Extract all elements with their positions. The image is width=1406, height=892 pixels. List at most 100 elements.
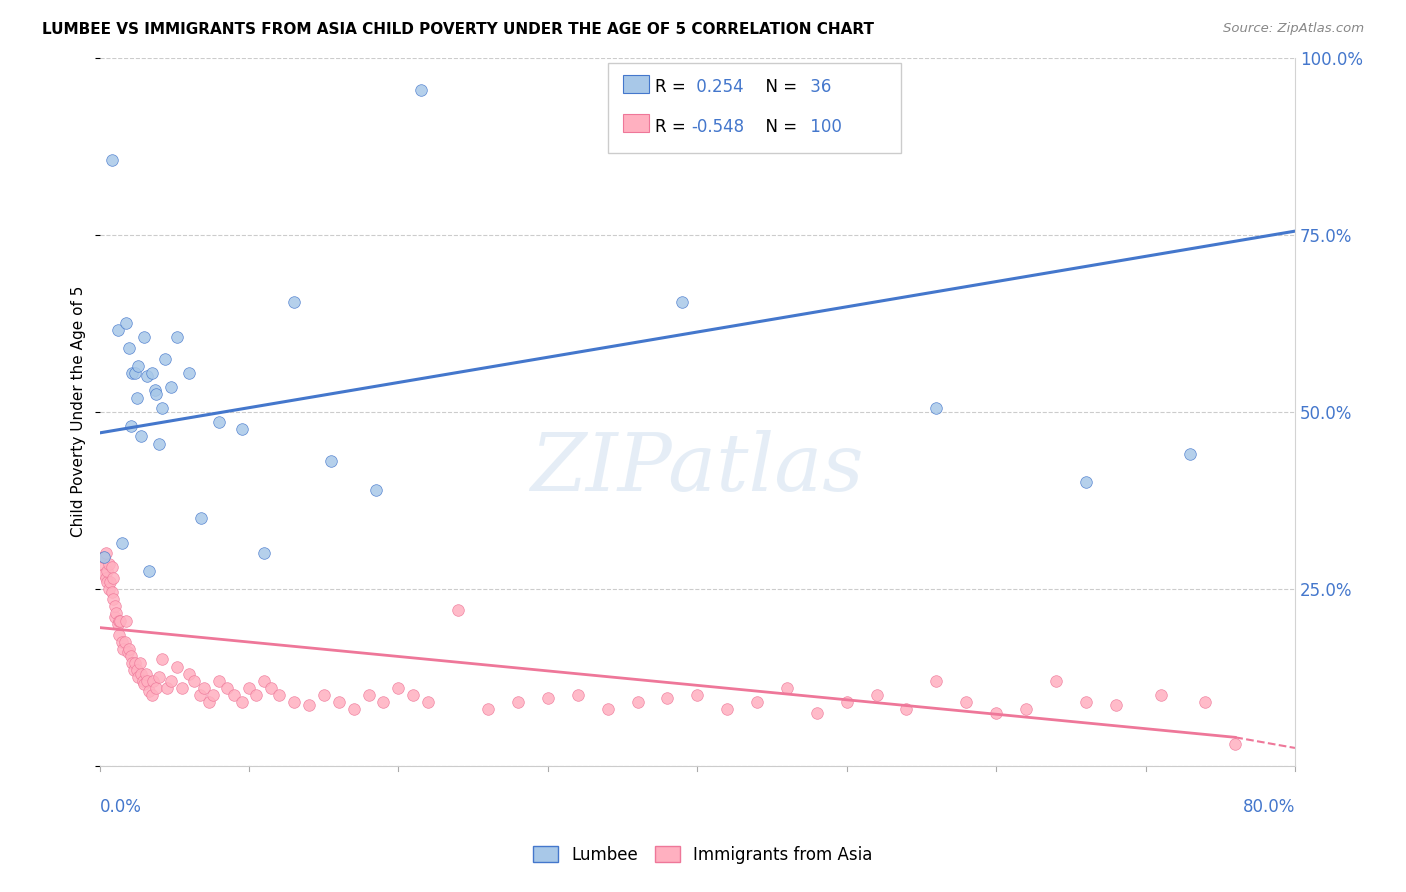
Point — [127, 670, 149, 684]
Point — [145, 681, 167, 695]
Point — [142, 673, 165, 688]
Point — [955, 695, 977, 709]
Point — [387, 681, 409, 695]
Point — [125, 391, 148, 405]
Point — [138, 684, 160, 698]
Point — [114, 634, 136, 648]
Point — [1194, 695, 1216, 709]
Point — [125, 663, 148, 677]
Point — [1074, 695, 1097, 709]
Point — [120, 648, 142, 663]
Point — [111, 634, 134, 648]
Point — [105, 607, 128, 621]
Point — [100, 585, 122, 599]
Text: 100: 100 — [804, 118, 842, 136]
Point — [776, 681, 799, 695]
Point — [865, 688, 887, 702]
Point — [253, 546, 276, 560]
Point — [357, 688, 380, 702]
Point — [136, 673, 159, 688]
Point — [148, 670, 170, 684]
Point — [91, 549, 114, 564]
Point — [166, 659, 188, 673]
Point — [231, 422, 253, 436]
Point — [145, 387, 167, 401]
Point — [166, 330, 188, 344]
Point — [98, 574, 121, 589]
Point — [143, 384, 166, 398]
Point — [925, 673, 948, 688]
Point — [1015, 702, 1038, 716]
Point — [835, 695, 858, 709]
Point — [298, 698, 321, 713]
Point — [190, 511, 212, 525]
Point — [100, 153, 122, 168]
Text: N =: N = — [755, 78, 801, 95]
Point — [208, 673, 231, 688]
Point — [179, 366, 201, 380]
Point — [238, 681, 260, 695]
Point — [134, 330, 156, 344]
Point — [686, 688, 709, 702]
Point — [477, 702, 499, 716]
Text: N =: N = — [755, 118, 801, 136]
Y-axis label: Child Poverty Under the Age of 5: Child Poverty Under the Age of 5 — [72, 286, 86, 537]
Point — [626, 695, 648, 709]
Point — [1105, 698, 1128, 713]
Point — [115, 614, 138, 628]
Point — [447, 603, 470, 617]
Point — [112, 641, 135, 656]
Point — [806, 706, 828, 720]
Point — [183, 673, 205, 688]
Point — [896, 702, 918, 716]
Point — [108, 628, 131, 642]
Point — [193, 681, 215, 695]
FancyBboxPatch shape — [607, 62, 900, 153]
Point — [118, 641, 141, 656]
Point — [245, 688, 267, 702]
Point — [925, 401, 948, 416]
Point — [267, 688, 290, 702]
Point — [321, 454, 343, 468]
Point — [132, 673, 155, 688]
Point — [312, 688, 335, 702]
Point — [188, 688, 211, 702]
Point — [100, 560, 122, 574]
Point — [409, 82, 432, 96]
Point — [120, 418, 142, 433]
Point — [110, 614, 132, 628]
Point — [1180, 447, 1202, 461]
FancyBboxPatch shape — [623, 76, 650, 93]
Point — [537, 691, 560, 706]
Text: R =: R = — [655, 78, 692, 95]
Point — [131, 429, 153, 443]
Point — [208, 415, 231, 429]
Point — [135, 666, 157, 681]
Point — [150, 401, 173, 416]
Text: 0.254: 0.254 — [692, 78, 744, 95]
Point — [671, 294, 693, 309]
Point — [107, 617, 129, 632]
Point — [134, 677, 156, 691]
Point — [402, 688, 425, 702]
Point — [150, 652, 173, 666]
Point — [342, 702, 364, 716]
Point — [745, 695, 768, 709]
Point — [96, 564, 118, 578]
Text: -0.548: -0.548 — [692, 118, 744, 136]
Text: 80.0%: 80.0% — [1243, 797, 1295, 815]
Point — [373, 695, 395, 709]
Point — [94, 571, 117, 585]
Point — [111, 535, 134, 549]
Point — [1074, 475, 1097, 490]
Text: R =: R = — [655, 118, 692, 136]
Point — [260, 681, 283, 695]
Point — [122, 663, 145, 677]
Point — [170, 681, 193, 695]
Point — [215, 681, 238, 695]
Point — [97, 557, 120, 571]
Point — [156, 681, 179, 695]
Point — [160, 673, 183, 688]
Point — [138, 564, 160, 578]
Point — [1225, 738, 1247, 752]
